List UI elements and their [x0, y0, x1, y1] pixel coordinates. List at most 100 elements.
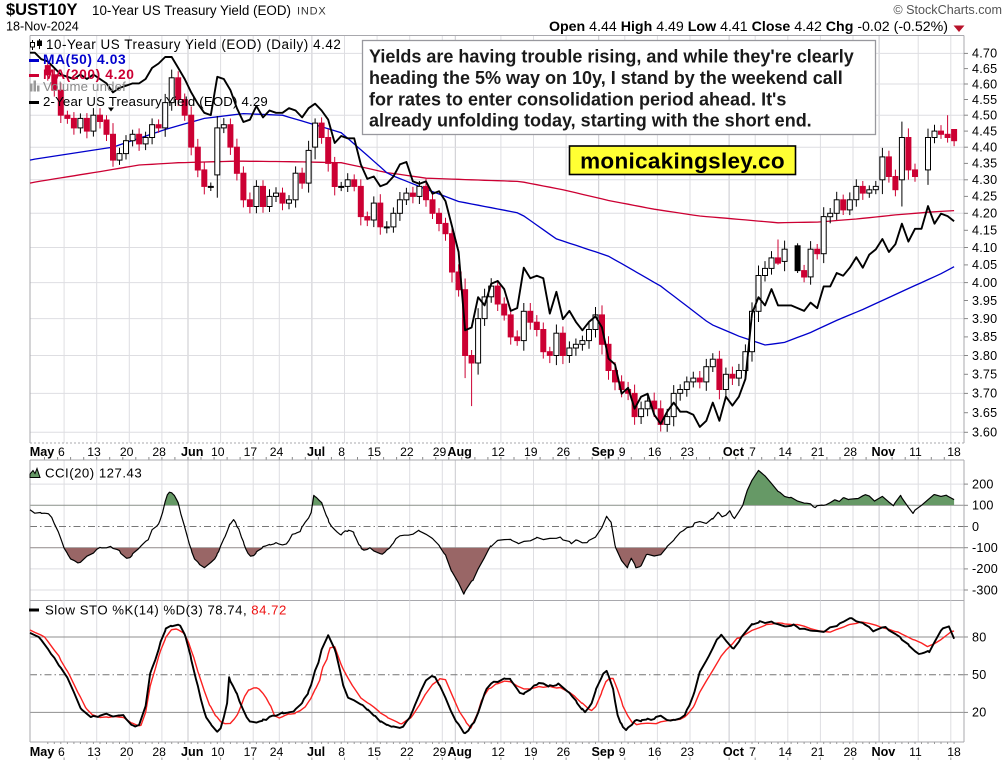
svg-text:29: 29 — [433, 745, 447, 759]
svg-text:11: 11 — [909, 445, 922, 459]
svg-text:6: 6 — [58, 745, 65, 759]
svg-text:4.15: 4.15 — [972, 224, 997, 238]
svg-text:8: 8 — [338, 745, 345, 759]
svg-text:4.55: 4.55 — [972, 93, 997, 107]
svg-text:4.65: 4.65 — [972, 62, 997, 76]
svg-text:15: 15 — [368, 745, 382, 759]
svg-text:3.65: 3.65 — [972, 406, 997, 420]
svg-text:80: 80 — [972, 630, 986, 644]
svg-text:Sep: Sep — [591, 745, 614, 759]
svg-text:12: 12 — [491, 445, 505, 459]
svg-text:3.95: 3.95 — [972, 294, 997, 308]
svg-text:28: 28 — [844, 745, 858, 759]
svg-text:4.20: 4.20 — [972, 207, 997, 221]
svg-text:Oct: Oct — [723, 445, 745, 459]
svg-text:4.45: 4.45 — [972, 124, 997, 138]
svg-text:-300: -300 — [972, 583, 998, 597]
svg-text:14: 14 — [778, 445, 792, 459]
svg-text:for rates to enter consolidati: for rates to enter consolidation period … — [369, 89, 786, 109]
svg-text:MA(50) 4.03: MA(50) 4.03 — [43, 52, 126, 67]
svg-text:19: 19 — [524, 745, 538, 759]
svg-text:Sep: Sep — [591, 445, 614, 459]
svg-text:monicakingsley.co: monicakingsley.co — [580, 149, 785, 174]
svg-text:3.80: 3.80 — [972, 349, 997, 363]
svg-text:$UST10Y: $UST10Y — [6, 1, 78, 19]
svg-text:3.90: 3.90 — [972, 312, 997, 326]
svg-text:4.25: 4.25 — [972, 190, 997, 204]
svg-text:28: 28 — [152, 745, 166, 759]
svg-text:18: 18 — [947, 445, 961, 459]
svg-text:May: May — [30, 445, 55, 459]
svg-text:20: 20 — [120, 445, 134, 459]
svg-text:Slow STO %K(14) %D(3) 78.74, 8: Slow STO %K(14) %D(3) 78.74, 84.72 — [45, 603, 287, 618]
svg-text:Jun: Jun — [181, 745, 203, 759]
svg-text:Aug: Aug — [447, 745, 471, 759]
svg-text:20: 20 — [972, 706, 986, 720]
svg-text:CCI(20) 127.43: CCI(20) 127.43 — [45, 466, 142, 481]
svg-text:22: 22 — [400, 745, 414, 759]
svg-text:10-Year US Treasury Yield (EOD: 10-Year US Treasury Yield (EOD) — [92, 3, 291, 18]
svg-text:9: 9 — [619, 745, 626, 759]
svg-text:200: 200 — [972, 477, 994, 491]
svg-text:Jun: Jun — [181, 445, 203, 459]
svg-text:heading the 5% way on 10y, I s: heading the 5% way on 10y, I stand by th… — [369, 68, 843, 88]
svg-text:May: May — [30, 745, 55, 759]
svg-text:4.00: 4.00 — [972, 276, 997, 290]
svg-text:Nov: Nov — [872, 745, 896, 759]
svg-text:24: 24 — [270, 745, 284, 759]
svg-text:INDX: INDX — [297, 6, 326, 18]
svg-text:MA(200) 4.20: MA(200) 4.20 — [43, 67, 135, 82]
svg-text:2-Year US Treasury Yield (EOD): 2-Year US Treasury Yield (EOD) 4.29 — [43, 94, 268, 109]
svg-text:24: 24 — [270, 445, 284, 459]
svg-text:13: 13 — [87, 745, 101, 759]
svg-text:4.10: 4.10 — [972, 241, 997, 255]
svg-text:4.30: 4.30 — [972, 173, 997, 187]
svg-text:23: 23 — [681, 445, 695, 459]
svg-text:29: 29 — [433, 445, 447, 459]
svg-text:50: 50 — [972, 668, 986, 682]
svg-text:4.60: 4.60 — [972, 77, 997, 91]
svg-text:© StockCharts.com: © StockCharts.com — [893, 3, 1002, 17]
svg-text:Nov: Nov — [872, 445, 896, 459]
svg-text:10-Year US Treasury Yield (EOD: 10-Year US Treasury Yield (EOD) (Daily) … — [46, 37, 341, 52]
svg-text:4.70: 4.70 — [972, 47, 997, 61]
svg-text:7: 7 — [749, 745, 756, 759]
svg-text:18-Nov-2024: 18-Nov-2024 — [6, 20, 79, 34]
svg-text:17: 17 — [244, 745, 258, 759]
svg-text:12: 12 — [491, 745, 505, 759]
svg-text:28: 28 — [844, 445, 858, 459]
svg-text:6: 6 — [58, 445, 65, 459]
svg-text:4.35: 4.35 — [972, 157, 997, 171]
svg-text:10: 10 — [211, 445, 225, 459]
svg-text:Volume undef: Volume undef — [43, 79, 126, 94]
svg-text:8: 8 — [338, 445, 345, 459]
svg-text:28: 28 — [152, 445, 166, 459]
svg-text:4.50: 4.50 — [972, 109, 997, 123]
svg-text:13: 13 — [87, 445, 101, 459]
svg-text:Jul: Jul — [307, 745, 325, 759]
svg-text:20: 20 — [120, 745, 134, 759]
svg-text:15: 15 — [368, 445, 382, 459]
svg-text:3.70: 3.70 — [972, 387, 997, 401]
svg-text:Aug: Aug — [447, 445, 471, 459]
svg-text:23: 23 — [681, 745, 695, 759]
svg-text:11: 11 — [909, 745, 922, 759]
svg-text:14: 14 — [778, 745, 792, 759]
svg-text:already unfolding today, start: already unfolding today, starting with t… — [369, 111, 812, 131]
svg-text:16: 16 — [648, 445, 662, 459]
svg-text:16: 16 — [648, 745, 662, 759]
svg-text:Yields are having trouble risi: Yields are having trouble rising, and wh… — [369, 47, 854, 67]
svg-text:-200: -200 — [972, 562, 998, 576]
svg-text:21: 21 — [811, 745, 825, 759]
svg-text:100: 100 — [972, 499, 994, 513]
svg-text:3.75: 3.75 — [972, 368, 997, 382]
svg-text:3.60: 3.60 — [972, 426, 997, 440]
svg-text:7: 7 — [749, 445, 756, 459]
svg-text:4.05: 4.05 — [972, 258, 997, 272]
svg-text:18: 18 — [947, 745, 961, 759]
svg-text:3.85: 3.85 — [972, 330, 997, 344]
svg-text:9: 9 — [619, 445, 626, 459]
svg-text:19: 19 — [524, 445, 538, 459]
svg-text:26: 26 — [557, 745, 571, 759]
svg-text:21: 21 — [811, 445, 825, 459]
